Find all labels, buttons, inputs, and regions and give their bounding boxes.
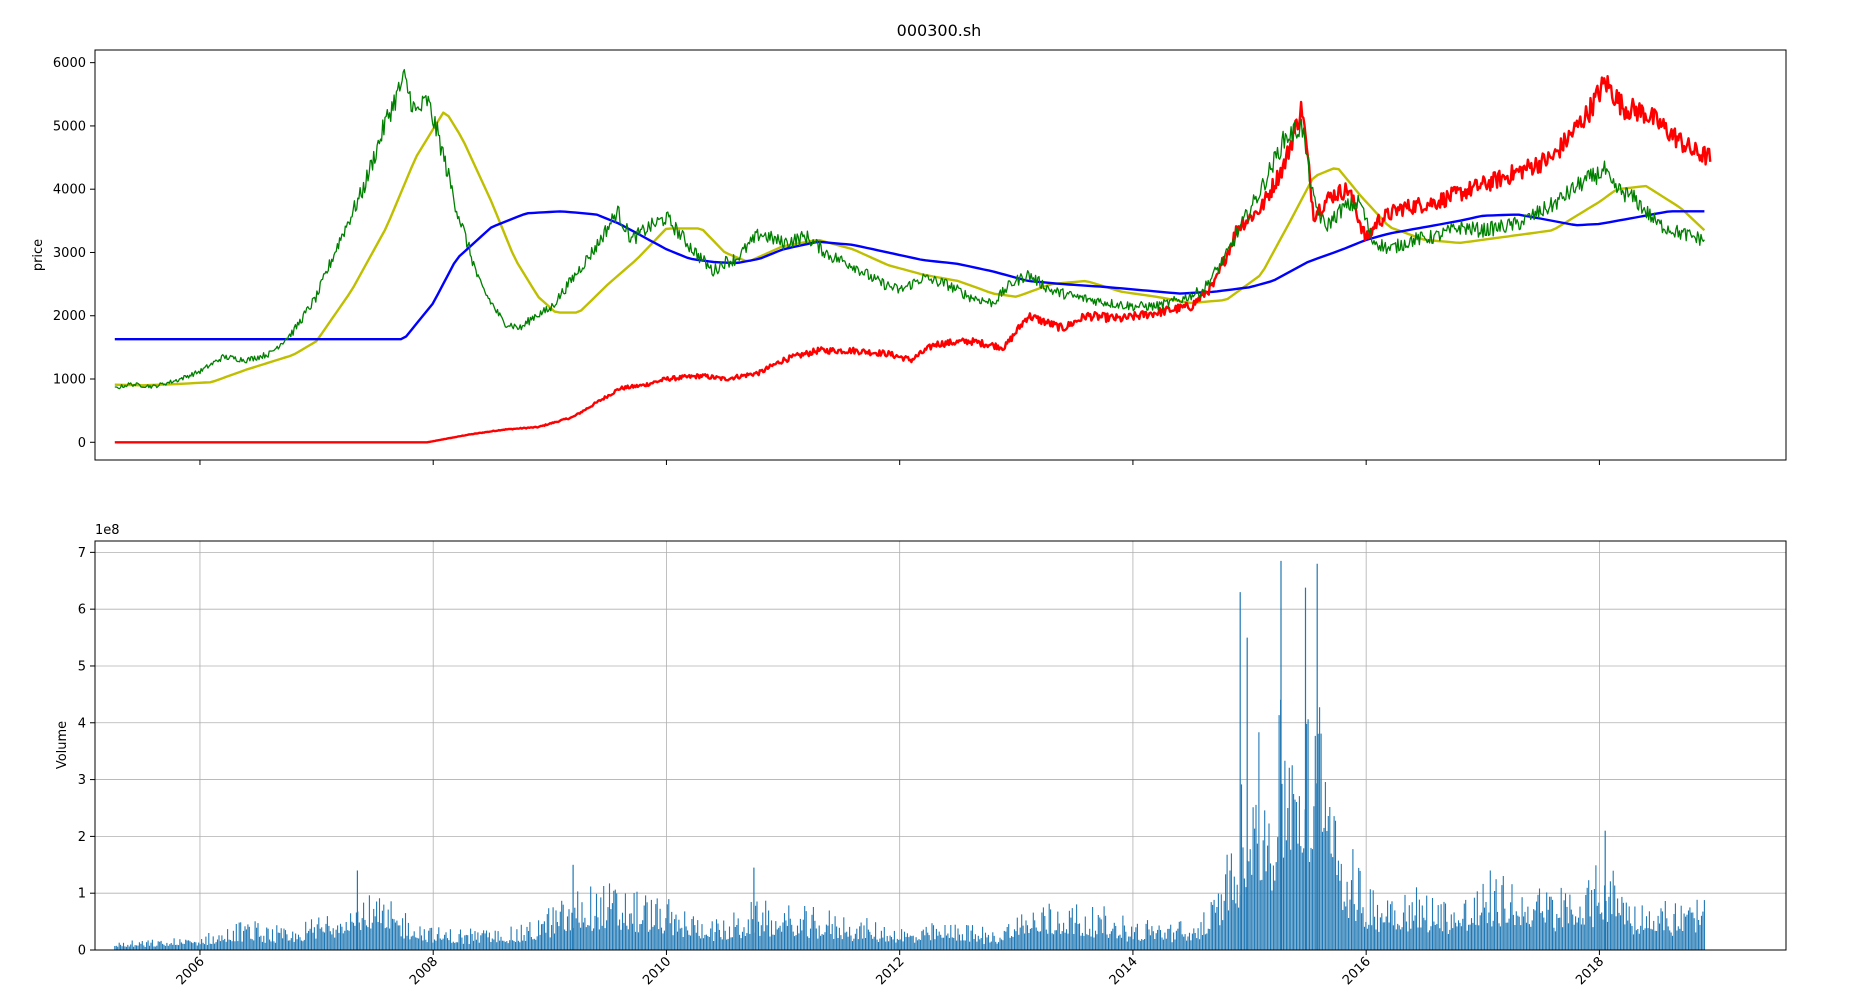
price-y-tick-label: 5000: [53, 119, 86, 134]
price-series-group: [114, 68, 1712, 444]
price-y-ticks: 0 1000 2000 3000 4000 5000 6000: [53, 56, 95, 451]
price-y-tick-label: 4000: [53, 183, 86, 198]
series-line-ma-short: [114, 111, 1706, 387]
series-line-cumulative: [114, 74, 1712, 444]
volume-y-tick-label: 6: [78, 603, 86, 618]
volume-y-tick-label: 0: [78, 944, 86, 959]
price-axes-frame: [94, 49, 1787, 461]
price-x-ticks: [199, 460, 1600, 465]
volume-y-tick-label: 2: [78, 830, 86, 845]
volume-y-tick-label: 5: [78, 659, 86, 674]
series-line-close: [114, 68, 1705, 390]
price-y-tick-label: 2000: [53, 309, 86, 324]
volume-y-axis-label: Volume: [55, 721, 70, 769]
volume-bars-group: [114, 560, 1705, 950]
volume-y-tick-label: 1: [78, 887, 86, 902]
volume-y-ticks: 0 1 2 3 4 5 6 7: [78, 546, 95, 959]
price-panel: 0 1000 2000 3000 4000 5000 6000 price: [31, 49, 1787, 465]
volume-offset-label: 1e8: [95, 523, 120, 538]
volume-y-tick-label: 7: [78, 546, 86, 561]
price-y-tick-label: 3000: [53, 246, 86, 261]
price-y-tick-label: 1000: [53, 373, 86, 388]
volume-y-tick-label: 3: [78, 773, 86, 788]
price-y-tick-label: 6000: [53, 56, 86, 71]
volume-axes-frame: [94, 540, 1787, 951]
price-y-axis-label: price: [31, 239, 46, 271]
price-y-tick-label: 0: [78, 436, 86, 451]
chart-title: 000300.sh: [897, 21, 982, 40]
series-line-ma-long: [114, 210, 1705, 341]
volume-y-tick-label: 4: [78, 716, 86, 731]
